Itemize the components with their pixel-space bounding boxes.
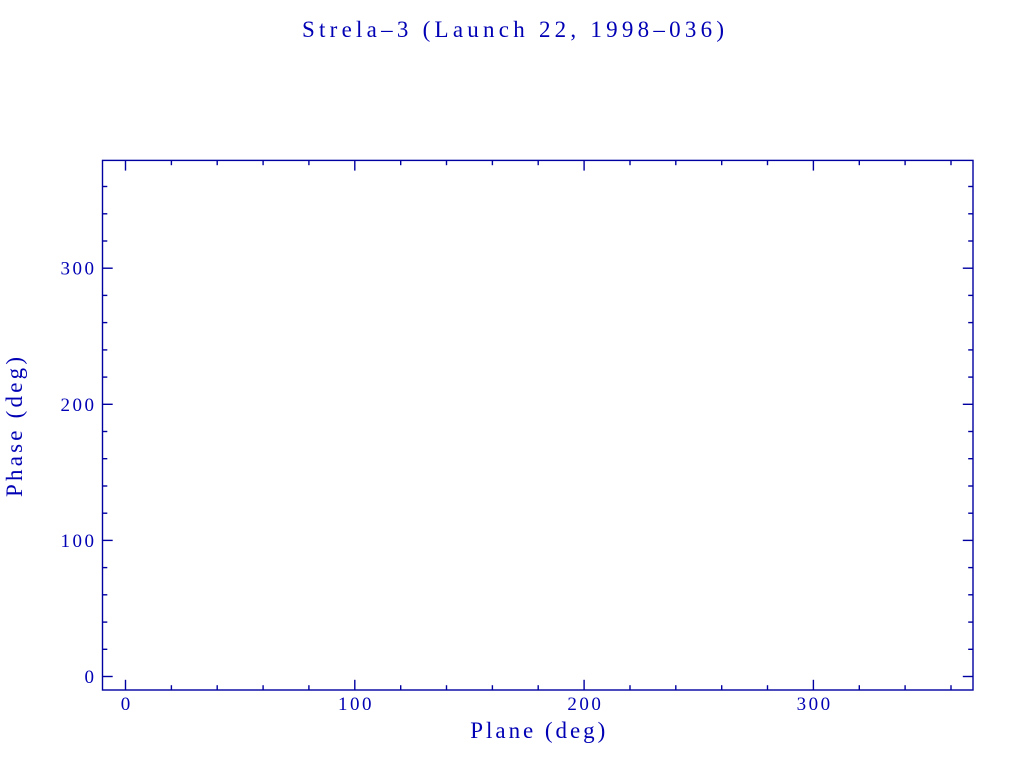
svg-text:0: 0 <box>121 694 131 715</box>
svg-text:200: 200 <box>567 694 601 715</box>
svg-text:Strela–3 (Launch 22, 1998–036): Strela–3 (Launch 22, 1998–036) <box>302 17 724 42</box>
svg-text:300: 300 <box>797 694 831 715</box>
svg-text:Plane (deg): Plane (deg) <box>470 718 605 743</box>
svg-text:100: 100 <box>61 531 95 552</box>
svg-text:Phase (deg): Phase (deg) <box>2 357 27 497</box>
svg-text:0: 0 <box>85 667 95 688</box>
svg-text:300: 300 <box>61 259 95 280</box>
svg-text:100: 100 <box>338 694 372 715</box>
svg-text:200: 200 <box>61 395 95 416</box>
